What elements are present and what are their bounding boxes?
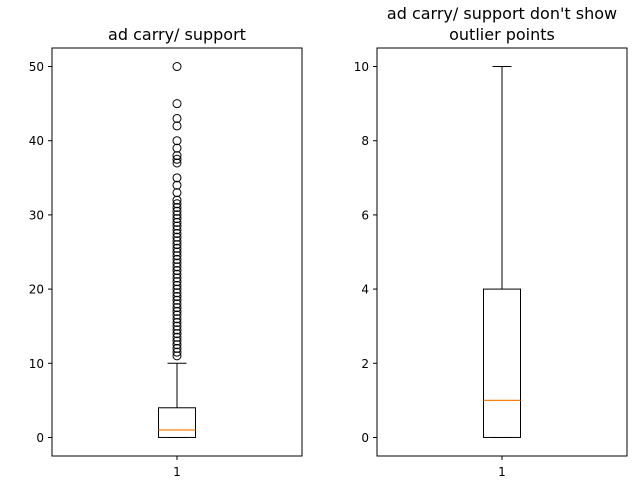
outlier-point	[172, 273, 182, 283]
y-tick-label: 30	[29, 208, 44, 222]
outlier-point	[172, 180, 182, 190]
y-tick-label: 2	[361, 357, 369, 371]
y-tick-label: 10	[354, 60, 369, 74]
left-boxplot-panel: ad carry/ support 0 10 20 30 40 50 1	[29, 25, 303, 479]
outlier-point	[172, 280, 182, 290]
outlier-point	[172, 258, 182, 268]
outlier-point	[172, 329, 182, 339]
right-boxplot-panel: ad carry/ support don't show outlier poi…	[354, 4, 628, 479]
outlier-point	[172, 262, 182, 272]
outlier-point	[172, 347, 182, 357]
outlier-point	[172, 321, 182, 331]
outlier-point	[172, 214, 182, 224]
right-chart-title-line-1: ad carry/ support don't show	[387, 4, 617, 23]
outlier-point	[172, 292, 182, 302]
outlier-point	[172, 299, 182, 309]
outlier-point	[172, 332, 182, 342]
right-y-axis: 0 2 4 6 8 10	[354, 60, 377, 445]
outlier-point	[172, 199, 182, 209]
right-axes-frame	[376, 47, 628, 457]
outlier-point	[172, 340, 182, 350]
outlier-point	[172, 266, 182, 276]
y-tick-label: 40	[29, 134, 44, 148]
left-outlier-points	[172, 62, 182, 361]
outlier-point	[172, 277, 182, 287]
left-box-marks	[158, 362, 196, 438]
outlier-point	[172, 232, 182, 242]
outlier-point	[172, 225, 182, 235]
y-tick-label: 50	[29, 60, 44, 74]
outlier-point	[172, 151, 182, 161]
y-tick-label: 20	[29, 283, 44, 297]
outlier-point	[172, 295, 182, 305]
left-axes-frame	[51, 47, 303, 457]
outlier-point	[172, 325, 182, 335]
outlier-point	[172, 206, 182, 216]
x-tick-label: 1	[173, 465, 181, 479]
outlier-point	[172, 158, 182, 168]
outlier-point	[172, 217, 182, 227]
outlier-point	[172, 173, 182, 183]
outlier-point	[172, 269, 182, 279]
outlier-point	[172, 303, 182, 313]
outlier-point	[172, 99, 182, 109]
left-y-axis: 0 10 20 30 40 50	[29, 60, 52, 445]
outlier-point	[172, 121, 182, 131]
outlier-point	[172, 251, 182, 261]
box-iqr	[158, 407, 196, 438]
outlier-point	[172, 317, 182, 327]
left-x-axis: 1	[173, 456, 181, 479]
outlier-point	[172, 236, 182, 246]
outlier-point	[172, 243, 182, 253]
outlier-point	[172, 336, 182, 346]
y-tick-label: 6	[361, 208, 369, 222]
right-chart-title-line-2: outlier points	[449, 25, 555, 44]
outlier-point	[172, 247, 182, 257]
outlier-point	[172, 306, 182, 316]
outlier-point	[172, 188, 182, 198]
outlier-point	[172, 195, 182, 205]
y-tick-label: 10	[29, 357, 44, 371]
outlier-point	[172, 310, 182, 320]
outlier-point	[172, 240, 182, 250]
outlier-point	[172, 228, 182, 238]
right-box-marks	[483, 66, 521, 438]
outlier-point	[172, 314, 182, 324]
outlier-point	[172, 343, 182, 353]
right-x-axis: 1	[498, 456, 506, 479]
outlier-point	[172, 221, 182, 231]
outlier-point	[172, 254, 182, 264]
y-tick-label: 0	[36, 431, 44, 445]
y-tick-label: 8	[361, 134, 369, 148]
outlier-point	[172, 284, 182, 294]
outlier-point	[172, 113, 182, 123]
outlier-point	[172, 143, 182, 153]
outlier-point	[172, 288, 182, 298]
y-tick-label: 4	[361, 283, 369, 297]
x-tick-label: 1	[498, 465, 506, 479]
left-chart-title: ad carry/ support	[108, 25, 246, 44]
outlier-point	[172, 136, 182, 146]
outlier-point	[172, 154, 182, 164]
outlier-point	[172, 210, 182, 220]
y-tick-label: 0	[361, 431, 369, 445]
box-iqr	[483, 288, 521, 438]
outlier-point	[172, 351, 182, 361]
outlier-point	[172, 202, 182, 212]
outlier-point	[172, 62, 182, 72]
